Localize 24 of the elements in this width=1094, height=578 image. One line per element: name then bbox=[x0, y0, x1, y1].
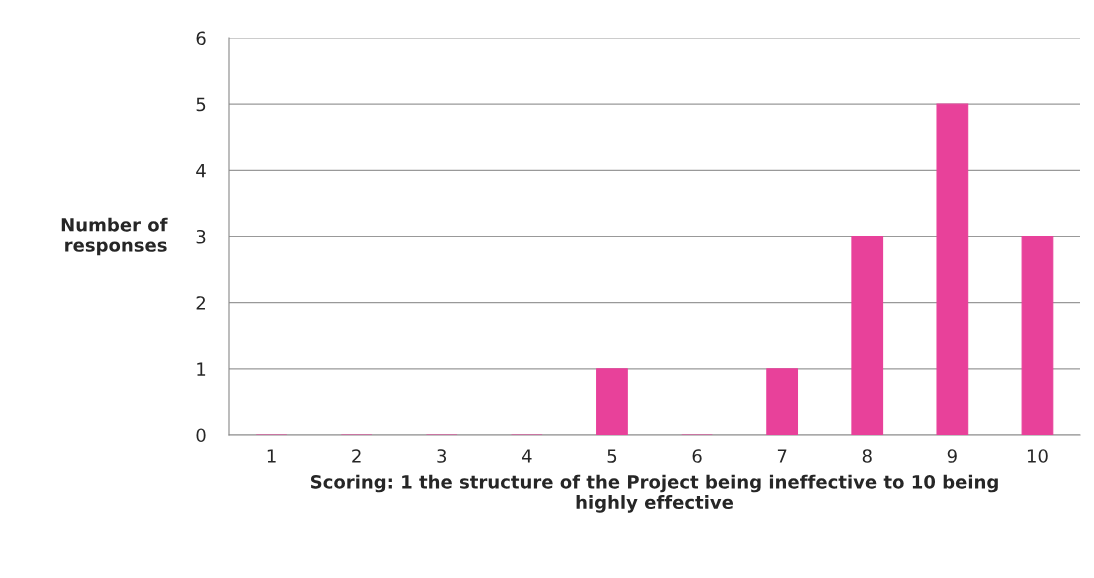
x-tick-label: 5 bbox=[607, 449, 617, 463]
y-tick-label: 0 bbox=[196, 428, 206, 443]
bar bbox=[851, 235, 884, 435]
x-tick-label: 10 bbox=[1027, 449, 1048, 463]
y-axis-title: Number of responses bbox=[61, 217, 168, 256]
y-tick-label: 2 bbox=[196, 296, 205, 310]
x-tick-label: 8 bbox=[862, 449, 872, 463]
x-tick-label: 1 bbox=[267, 449, 276, 463]
x-tick-label: 3 bbox=[437, 449, 447, 463]
x-tick-label: 7 bbox=[777, 449, 787, 463]
x-tick-label: 9 bbox=[947, 449, 957, 463]
bar bbox=[1021, 235, 1054, 435]
x-tick-label: 4 bbox=[521, 449, 532, 463]
y-tick-label: 6 bbox=[196, 31, 206, 46]
y-tick-label: 4 bbox=[196, 164, 206, 178]
y-tick-label: 3 bbox=[196, 229, 206, 244]
x-tick-label: 2 bbox=[352, 449, 361, 463]
bar bbox=[596, 368, 628, 435]
y-tick-label: 5 bbox=[196, 97, 206, 112]
x-tick-label: 6 bbox=[692, 449, 702, 463]
bar bbox=[766, 368, 799, 435]
y-tick-label: 1 bbox=[197, 362, 206, 376]
x-axis-title: Scoring: 1 the structure of the Project being ineffective to 10 being highly effective bbox=[310, 474, 998, 513]
bar bbox=[936, 103, 969, 435]
